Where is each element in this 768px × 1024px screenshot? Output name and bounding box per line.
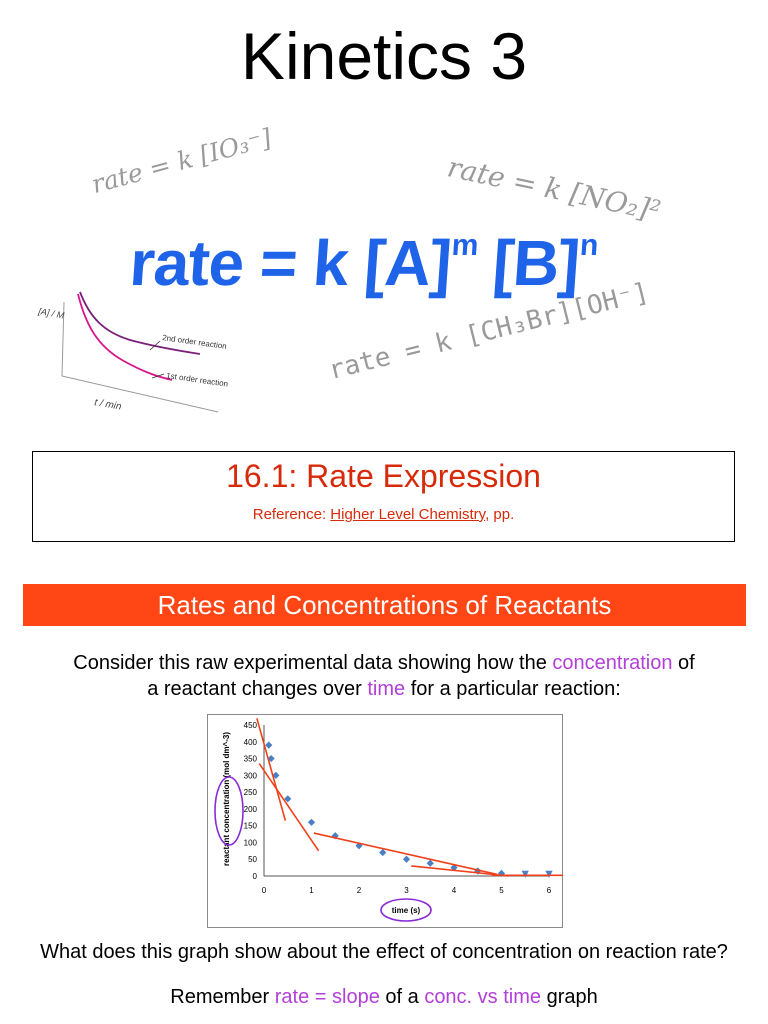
rate-law-nitrogen-dioxide: rate = k [NO₂]² — [444, 150, 664, 228]
slide-title: Kinetics 3 — [240, 19, 528, 93]
y-tick-label: 350 — [244, 755, 258, 764]
reference-suffix: , pp. — [485, 506, 515, 523]
y-tick-label: 400 — [244, 738, 258, 747]
sketch-xlabel: t / min — [93, 397, 122, 413]
section-title: 16.1: Rate Expression — [226, 458, 541, 494]
data-point — [272, 771, 280, 779]
y-tick-label: 100 — [244, 838, 258, 847]
reminder-line: Remember rate = slope of a conc. vs time… — [0, 986, 768, 1009]
y-tick-label: 250 — [244, 788, 258, 797]
order-comparison-sketch: [A] / M t / min 2nd order reaction 1st o… — [37, 291, 229, 413]
reminder-text-2: of a — [379, 986, 425, 1008]
data-point — [402, 855, 411, 863]
data-point — [307, 818, 316, 826]
data-point — [284, 795, 292, 803]
y-tick-label: 0 — [253, 872, 258, 881]
x-tick-label: 4 — [452, 886, 457, 895]
x-tick-label: 6 — [547, 886, 552, 895]
tangent-line — [256, 718, 287, 821]
reference-line: Reference: Higher Level Chemistry, pp. — [32, 506, 735, 523]
y-axis-title: reactant concentration (mol dm^-3) — [222, 732, 231, 866]
intro-text-4: for a particular reaction: — [405, 678, 621, 700]
sketch-x-axis — [61, 375, 219, 413]
reminder-text-1: Remember — [170, 986, 275, 1008]
sketch-ylabel: [A] / M — [37, 306, 66, 321]
reminder-highlight-graph: conc. vs time — [424, 986, 542, 1008]
discussion-question: What does this graph show about the effe… — [40, 941, 728, 963]
reminder-text-3: graph — [541, 986, 598, 1008]
tangent-line — [258, 763, 320, 852]
chart-frame — [207, 714, 563, 928]
intro-highlight-concentration: concentration — [552, 652, 673, 674]
data-point — [545, 870, 553, 878]
y-axis-highlight-circle — [214, 776, 244, 846]
y-tick-label: 50 — [248, 855, 257, 864]
intro-paragraph: Consider this raw experimental data show… — [0, 650, 768, 702]
data-point — [426, 859, 434, 867]
first-order-curve — [77, 293, 173, 381]
data-point — [265, 741, 273, 749]
x-tick-label: 1 — [309, 886, 314, 895]
second-order-curve — [79, 291, 201, 355]
x-tick-label: 0 — [262, 886, 267, 895]
intro-text-3: a reactant changes over — [147, 678, 368, 700]
data-point — [379, 848, 387, 857]
intro-text-1: Consider this raw experimental data show… — [73, 652, 553, 674]
x-tick-label: 3 — [404, 886, 409, 895]
tangent-line — [411, 865, 509, 877]
first-order-label: 1st order reaction — [166, 371, 229, 389]
tangent-line — [313, 832, 497, 876]
x-axis-highlight-circle — [380, 898, 432, 922]
intro-highlight-time: time — [367, 678, 406, 700]
data-point — [521, 870, 529, 878]
second-order-pointer — [149, 340, 161, 351]
y-tick-label: 200 — [244, 805, 258, 814]
y-tick-label: 450 — [244, 721, 258, 730]
first-order-pointer — [151, 373, 165, 379]
general-rate-law-b: [B] — [473, 227, 582, 299]
reference-book-link[interactable]: Higher Level Chemistry — [330, 506, 486, 523]
order-n: n — [578, 228, 599, 262]
topic-banner: Rates and Concentrations of Reactants — [23, 584, 746, 626]
y-tick-label: 300 — [244, 771, 258, 780]
x-tick-label: 2 — [357, 886, 362, 895]
rate-law-iodate: rate = k [IO₃⁻] — [88, 123, 275, 199]
x-tick-label: 5 — [499, 886, 504, 895]
data-point — [267, 754, 275, 763]
concentration-time-chart: 0 50 100 150 200 250 300 350 400 450 0 1 2 3 4 5 6 reacta… — [214, 718, 563, 922]
reference-prefix: Reference: — [252, 506, 331, 523]
intro-text-2: of — [672, 652, 695, 674]
section-heading-box — [32, 451, 735, 542]
sketch-y-axis — [61, 301, 65, 377]
y-tick-label: 150 — [244, 822, 258, 831]
reminder-highlight-rate: rate = slope — [274, 986, 380, 1008]
order-m: m — [450, 228, 479, 262]
x-axis-title: time (s) — [392, 906, 421, 915]
